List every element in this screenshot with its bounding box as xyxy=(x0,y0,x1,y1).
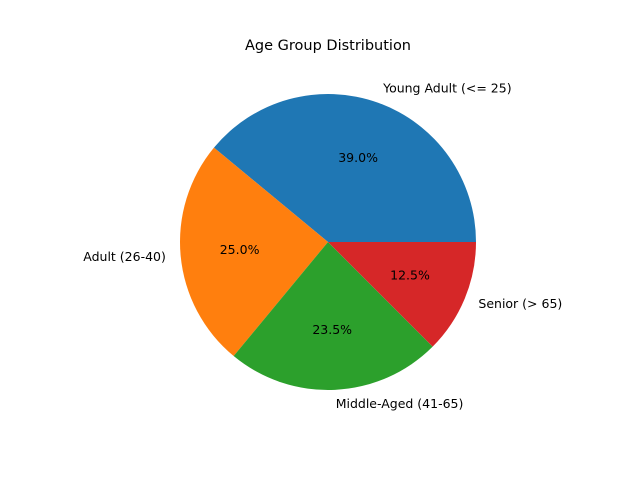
pie-slice-young-adult-25 xyxy=(213,93,476,242)
slice-label-adult-26-40: Adult (26-40) xyxy=(83,249,166,264)
chart-title: Age Group Distribution xyxy=(245,38,411,54)
slice-percent-senior-65: 12.5% xyxy=(390,268,430,283)
pie-slice-senior-65 xyxy=(328,242,476,347)
slice-label-young-adult-25: Young Adult (<= 25) xyxy=(382,80,512,95)
pie-slice-adult-26-40 xyxy=(179,147,328,357)
slice-label-senior-65: Senior (> 65) xyxy=(478,296,562,311)
pie-slices xyxy=(179,93,476,391)
slice-label-middle-aged-41-65: Middle-Aged (41-65) xyxy=(336,396,464,411)
slice-percent-young-adult-25: 39.0% xyxy=(338,150,378,165)
slice-percent-middle-aged-41-65: 23.5% xyxy=(312,322,352,337)
slice-percent-adult-26-40: 25.0% xyxy=(220,242,260,257)
pie-labels: Young Adult (<= 25) 39.0% Adult (26-40) 25.… xyxy=(83,80,562,411)
pie-slice-middle-aged-41-65 xyxy=(233,242,433,391)
